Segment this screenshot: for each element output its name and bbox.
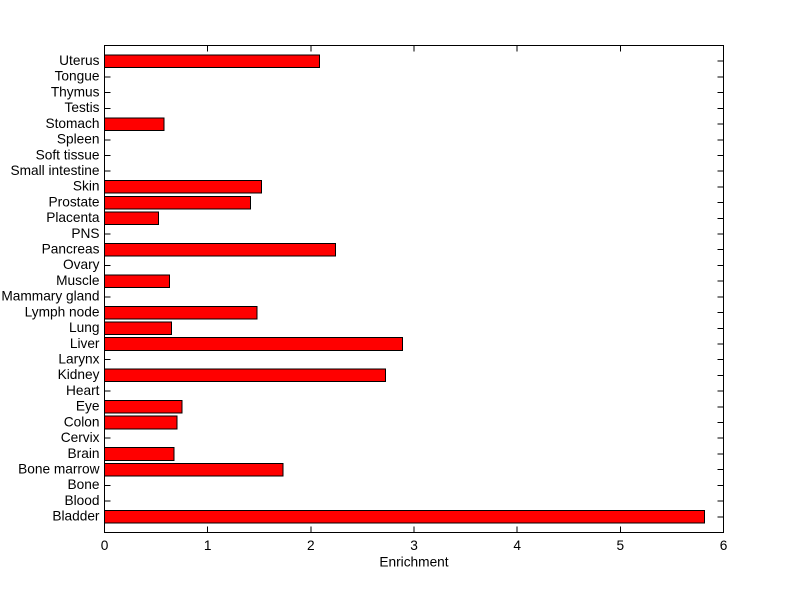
svg-text:Liver: Liver (70, 336, 100, 351)
svg-text:PNS: PNS (71, 226, 99, 241)
svg-text:0: 0 (101, 538, 109, 553)
svg-text:Lymph node: Lymph node (25, 304, 100, 319)
svg-text:Spleen: Spleen (57, 132, 100, 147)
svg-text:6: 6 (720, 538, 728, 553)
svg-text:Bone: Bone (68, 477, 100, 492)
svg-text:Tongue: Tongue (55, 69, 100, 84)
svg-text:Soft tissue: Soft tissue (36, 147, 100, 162)
svg-text:Pancreas: Pancreas (42, 242, 100, 257)
svg-text:Prostate: Prostate (49, 194, 100, 209)
svg-text:Mammary gland: Mammary gland (1, 289, 99, 304)
svg-text:Skin: Skin (73, 179, 100, 194)
svg-text:5: 5 (617, 538, 625, 553)
svg-text:3: 3 (410, 538, 418, 553)
svg-text:Eye: Eye (76, 399, 100, 414)
svg-text:Small intestine: Small intestine (10, 163, 99, 178)
svg-text:Larynx: Larynx (58, 351, 99, 366)
svg-text:Cervix: Cervix (61, 430, 100, 445)
svg-text:Bone marrow: Bone marrow (18, 461, 100, 476)
svg-text:Lung: Lung (69, 320, 99, 335)
svg-text:Muscle: Muscle (56, 273, 99, 288)
svg-text:Testis: Testis (65, 100, 100, 115)
svg-text:4: 4 (513, 538, 521, 553)
svg-text:2: 2 (307, 538, 315, 553)
svg-text:Enrichment: Enrichment (379, 555, 448, 570)
svg-text:Brain: Brain (68, 446, 100, 461)
svg-text:Uterus: Uterus (59, 53, 99, 68)
svg-text:Bladder: Bladder (52, 509, 100, 524)
svg-text:Placenta: Placenta (46, 210, 100, 225)
svg-text:Thymus: Thymus (51, 84, 100, 99)
svg-text:Ovary: Ovary (63, 257, 100, 272)
svg-text:Colon: Colon (64, 414, 100, 429)
svg-text:Heart: Heart (66, 383, 100, 398)
svg-text:Stomach: Stomach (45, 116, 99, 131)
svg-text:Kidney: Kidney (58, 367, 100, 382)
svg-text:1: 1 (204, 538, 212, 553)
svg-text:Blood: Blood (64, 493, 99, 508)
